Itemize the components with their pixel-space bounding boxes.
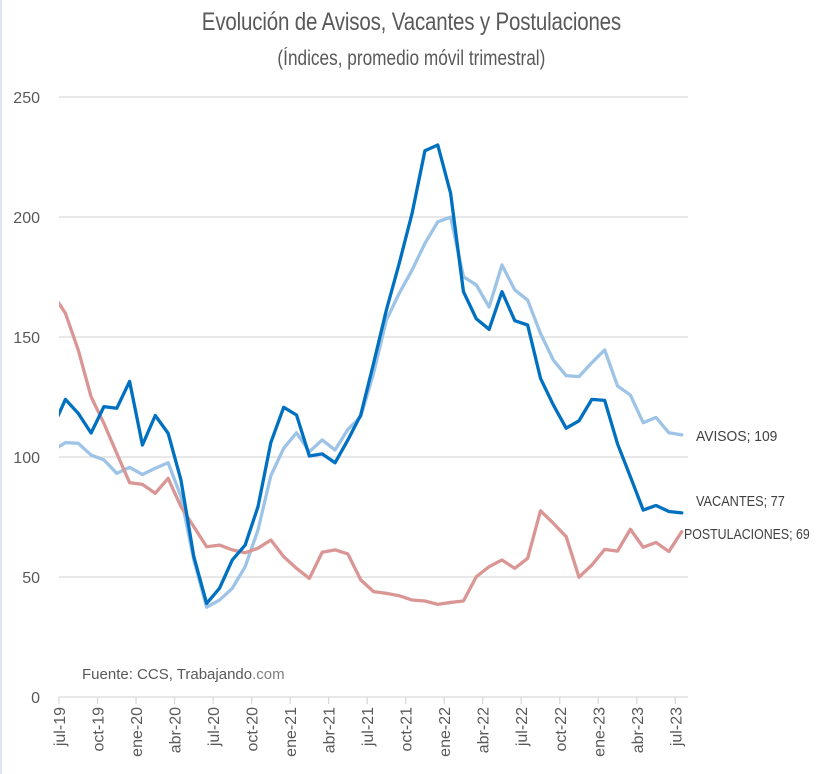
source-prefix: Fuente: CCS, Trabajando: [82, 666, 252, 683]
x-tick-label: jul-23: [668, 707, 685, 747]
series-end-labels: AVISOS; 109 VACANTES; 77 POSTULACIONES; 69: [684, 428, 810, 543]
series-lines: [59, 143, 684, 609]
x-axis: jul-19 oct-19 ene-20 abr-20 jul-20 oct-20 ene-…: [52, 697, 685, 757]
chart-subtitle: (Índices, promedio móvil trimestral): [277, 47, 546, 70]
x-tick-label: abr-21: [322, 707, 339, 753]
x-tick-label: oct-20: [245, 707, 262, 752]
series-line-avisos: [59, 215, 684, 609]
x-tick-label: jul-19: [52, 707, 69, 747]
x-tick-label: oct-19: [91, 707, 108, 752]
end-label-avisos: AVISOS; 109: [696, 428, 777, 445]
gridlines: [59, 96, 688, 698]
x-tick-label: abr-20: [168, 707, 185, 753]
series-line-vacantes: [59, 143, 684, 606]
x-tick-label: ene-21: [283, 707, 300, 757]
x-tick-label: ene-23: [591, 707, 608, 757]
source-note: Fuente: CCS, Trabajando.com: [82, 666, 285, 683]
series-line-postulaciones: [59, 300, 684, 607]
x-tick-label: jul-22: [514, 707, 531, 747]
y-tick-label: 0: [31, 690, 40, 707]
left-border: [0, 0, 2, 774]
y-axis: 0 50 100 150 200 250: [13, 90, 40, 707]
x-tick-label: abr-23: [630, 707, 647, 753]
y-tick-label: 100: [13, 450, 40, 467]
x-tick-label: oct-22: [553, 707, 570, 752]
source-suffix: .com: [252, 666, 285, 683]
x-tick-label: abr-22: [476, 707, 493, 753]
y-tick-label: 200: [13, 210, 40, 227]
x-tick-label: jul-21: [360, 707, 377, 747]
end-label-postulaciones: POSTULACIONES; 69: [684, 526, 810, 543]
x-tick-label: jul-20: [206, 707, 223, 747]
end-label-vacantes: VACANTES; 77: [696, 493, 785, 510]
chart-title: Evolución de Avisos, Vacantes y Postulac…: [201, 8, 622, 36]
y-tick-label: 250: [13, 90, 40, 107]
x-tick-label: oct-21: [399, 707, 416, 752]
y-tick-label: 150: [13, 330, 40, 347]
x-tick-label: ene-22: [437, 707, 454, 757]
x-tick-label: ene-20: [129, 707, 146, 757]
y-tick-label: 50: [22, 570, 40, 587]
